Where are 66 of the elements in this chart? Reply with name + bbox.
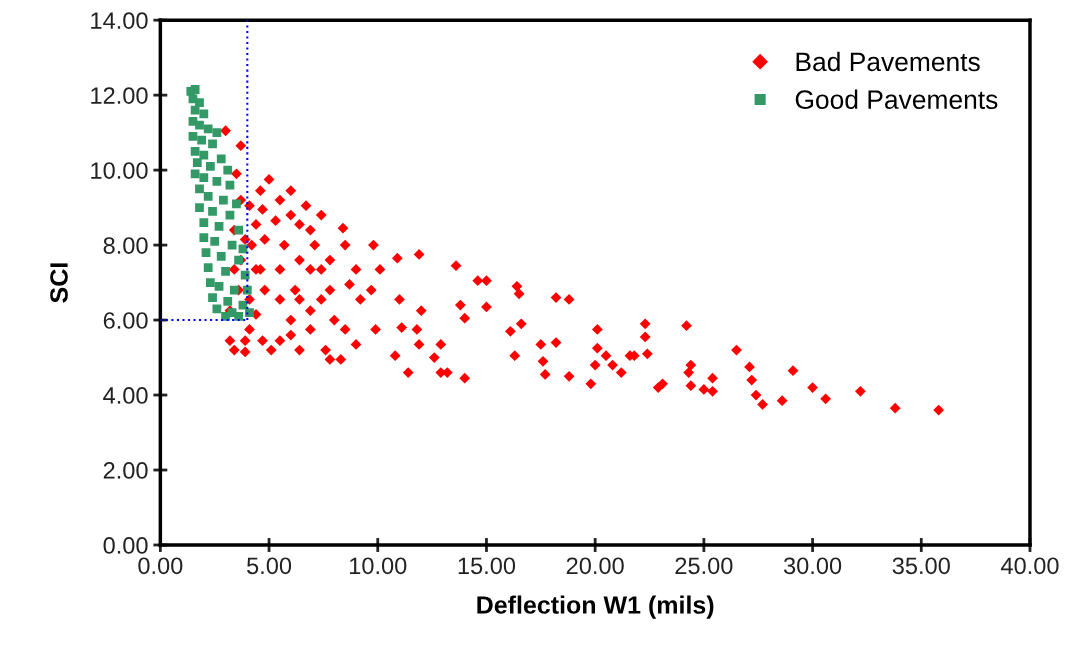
- point: [238, 244, 248, 254]
- point: [199, 109, 209, 119]
- point: [199, 150, 209, 160]
- point: [245, 308, 254, 317]
- point: [199, 233, 209, 242]
- x-tick-label: 40.00: [1000, 557, 1059, 575]
- point: [208, 139, 217, 149]
- x-tick-label: 30.00: [783, 557, 842, 575]
- point: [190, 85, 200, 94]
- x-tick-label: 10.00: [350, 557, 407, 575]
- point: [208, 293, 217, 302]
- y-tick-label: 6.00: [103, 312, 148, 329]
- point: [195, 120, 204, 130]
- point: [203, 191, 213, 201]
- y-axis-title: SCI: [50, 263, 68, 303]
- point: [225, 180, 235, 190]
- y-tick-label: 8.00: [103, 237, 148, 254]
- point: [212, 304, 222, 314]
- point: [205, 278, 215, 287]
- point: [223, 296, 233, 306]
- point: [234, 225, 244, 235]
- point: [190, 146, 200, 156]
- point: [214, 221, 224, 231]
- point: [190, 169, 200, 179]
- x-tick-label: 0.00: [138, 557, 183, 575]
- point: [192, 158, 202, 168]
- point: [195, 184, 204, 194]
- point: [232, 199, 241, 209]
- y-tick-label: 10.00: [91, 162, 148, 179]
- point: [216, 251, 226, 261]
- legend-label: Bad Pavements: [796, 51, 980, 72]
- y-tick-label: 0.00: [103, 537, 148, 554]
- point: [205, 161, 215, 171]
- point: [234, 311, 244, 321]
- point: [203, 124, 213, 134]
- y-tick-label: 14.00: [91, 12, 148, 29]
- point: [188, 131, 198, 141]
- point: [199, 218, 209, 227]
- y-tick-label: 12.00: [91, 87, 148, 104]
- point: [212, 128, 222, 138]
- point: [201, 248, 211, 257]
- point: [223, 165, 233, 175]
- x-tick-label: 35.00: [892, 557, 950, 575]
- point: [219, 195, 228, 205]
- point: [214, 281, 224, 291]
- legend-label: Good Pavements: [795, 89, 998, 109]
- point: [212, 176, 222, 186]
- point: [203, 263, 213, 272]
- point: [199, 173, 209, 182]
- y-tick-label: 4.00: [103, 387, 148, 404]
- point: [221, 311, 230, 321]
- x-tick-label: 20.00: [566, 557, 624, 575]
- point: [210, 236, 220, 246]
- point: [216, 154, 226, 164]
- point: [195, 98, 204, 108]
- x-tick-label: 25.00: [675, 557, 733, 575]
- x-tick-label: 5.00: [247, 557, 292, 575]
- x-tick-label: 15.00: [458, 557, 516, 575]
- point: [190, 105, 200, 115]
- y-tick-label: 2.00: [103, 462, 148, 479]
- point: [195, 203, 204, 212]
- point: [197, 135, 207, 145]
- point: [229, 285, 239, 295]
- point: [221, 266, 230, 276]
- point: [208, 206, 217, 216]
- x-axis-title: Deflection W1 (mils): [477, 595, 714, 619]
